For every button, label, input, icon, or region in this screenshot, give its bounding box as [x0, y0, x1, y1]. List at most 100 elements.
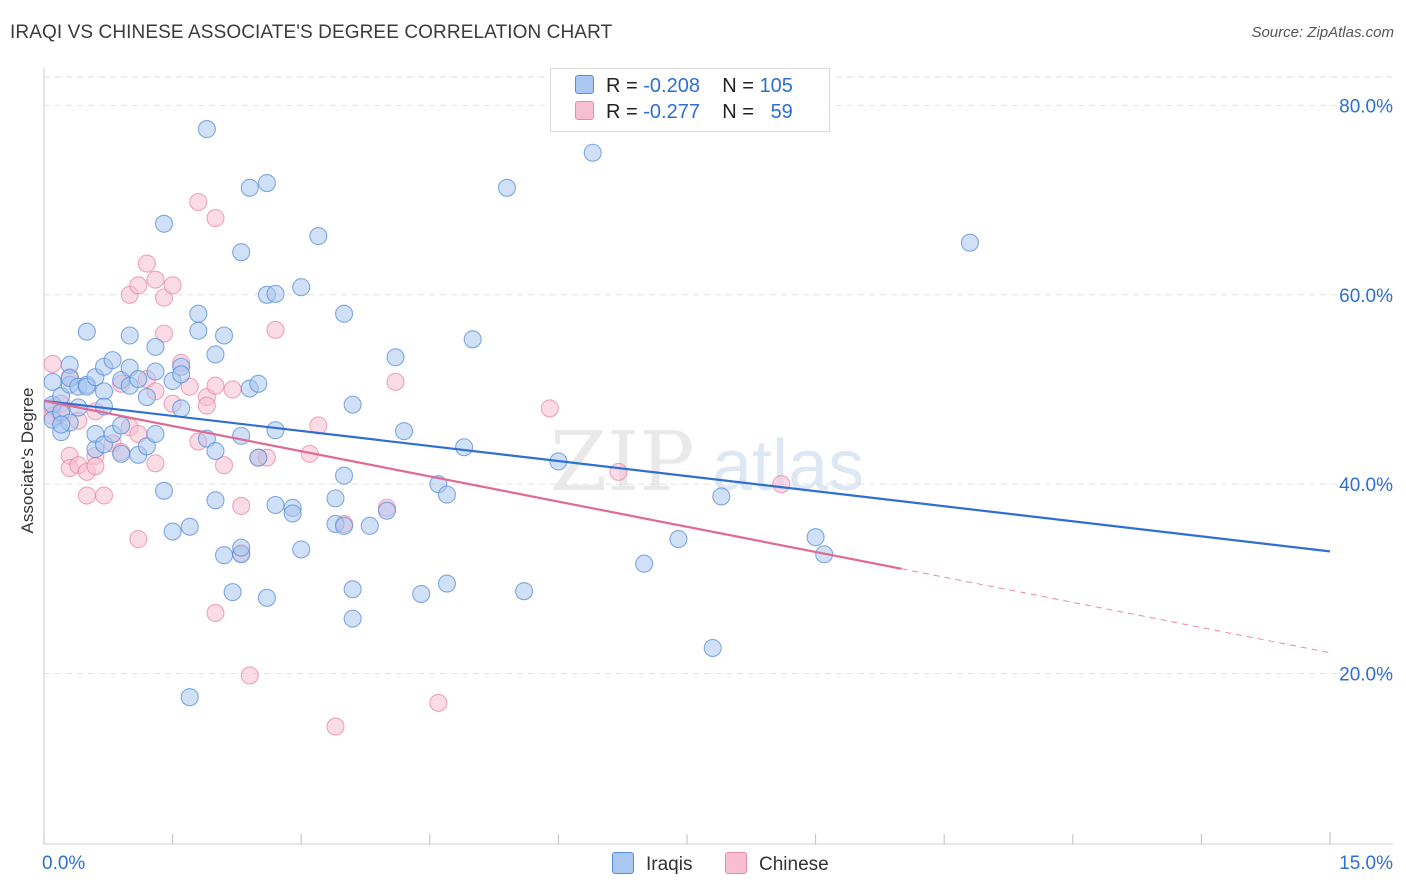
point-iraqis	[52, 415, 71, 434]
point-iraqis	[437, 485, 456, 504]
point-chinese	[772, 475, 791, 494]
point-iraqis	[163, 522, 182, 541]
point-iraqis	[360, 516, 379, 535]
point-iraqis	[669, 530, 688, 549]
point-iraqis	[146, 337, 165, 356]
point-iraqis	[232, 538, 251, 557]
point-iraqis	[583, 143, 602, 162]
point-iraqis	[137, 388, 156, 407]
legend-n-value: 59	[770, 101, 793, 123]
correlation-legend: R = -0.208 N = 105 R = -0.277 N = 59	[550, 68, 830, 132]
legend-n-value: 105	[759, 75, 793, 97]
point-chinese	[86, 457, 105, 476]
point-chinese	[180, 377, 199, 396]
trend-line-chinese-extension	[901, 568, 1331, 654]
legend-r-value: -0.208	[643, 75, 700, 97]
point-iraqis	[146, 424, 165, 444]
point-chinese	[240, 666, 259, 685]
point-iraqis	[437, 574, 456, 593]
point-iraqis	[137, 437, 156, 456]
point-iraqis	[172, 365, 191, 384]
point-iraqis	[386, 348, 405, 367]
point-iraqis	[497, 178, 517, 197]
bottom-legend-label: Chinese	[759, 854, 829, 875]
tick-labels: 20.0% 40.0% 60.0% 80.0% 0.0% 15.0%	[42, 96, 1393, 874]
legend-r-label: R =	[606, 75, 638, 97]
point-iraqis	[326, 489, 345, 508]
bottom-legend-iraqis: Iraqis	[612, 852, 692, 876]
point-iraqis	[257, 588, 276, 607]
point-chinese	[189, 192, 208, 212]
point-iraqis	[283, 504, 302, 523]
x-tick-label-min: 0.0%	[42, 853, 85, 874]
bottom-legend-chinese: Chinese	[725, 852, 829, 876]
point-iraqis	[197, 120, 216, 139]
point-chinese	[154, 324, 174, 343]
point-chinese	[137, 254, 156, 273]
point-iraqis	[635, 554, 654, 573]
point-iraqis	[112, 444, 131, 463]
point-iraqis	[180, 517, 199, 536]
point-chinese	[609, 462, 628, 481]
legend-n-label: N =	[722, 75, 754, 97]
bottom-legend-label: Iraqis	[646, 854, 693, 875]
point-iraqis	[806, 528, 825, 547]
point-iraqis	[335, 466, 354, 485]
point-chinese	[232, 496, 251, 516]
point-iraqis	[249, 448, 268, 467]
legend-r-value: -0.277	[643, 101, 700, 123]
point-iraqis	[712, 487, 731, 506]
point-iraqis	[240, 178, 259, 197]
point-iraqis	[94, 382, 114, 401]
point-iraqis	[257, 174, 276, 193]
bottom-legend-swatch-chinese	[725, 852, 747, 874]
point-chinese	[77, 486, 96, 505]
legend-row-chinese: R = -0.277 N = 59	[575, 101, 793, 125]
y-tick-label: 80.0%	[1339, 96, 1393, 117]
point-iraqis	[223, 583, 242, 602]
point-chinese	[163, 276, 182, 295]
point-iraqis	[206, 441, 225, 461]
point-iraqis	[343, 609, 362, 628]
watermark-atlas: atlas	[712, 426, 864, 506]
point-iraqis	[309, 227, 328, 246]
point-iraqis	[463, 330, 482, 349]
point-chinese	[223, 380, 242, 399]
point-iraqis	[343, 395, 362, 414]
point-chinese	[146, 454, 165, 473]
point-iraqis	[515, 582, 534, 601]
legend-n-label: N =	[722, 101, 754, 123]
axes	[43, 68, 1393, 845]
point-iraqis	[266, 495, 285, 515]
bottom-legend-swatch-iraqis	[612, 852, 634, 874]
point-iraqis	[292, 278, 311, 297]
point-iraqis	[214, 546, 234, 565]
y-tick-label: 60.0%	[1339, 286, 1393, 307]
legend-swatch-iraqis	[575, 75, 594, 94]
point-iraqis	[189, 321, 208, 340]
point-chinese	[197, 396, 216, 415]
point-chinese	[386, 372, 405, 391]
legend-swatch-chinese	[575, 101, 594, 120]
point-chinese	[206, 376, 225, 395]
point-iraqis	[154, 214, 174, 233]
series-iraqis-points	[43, 120, 979, 707]
point-iraqis	[377, 501, 396, 520]
point-iraqis	[412, 584, 431, 604]
point-iraqis	[43, 372, 62, 391]
point-iraqis	[335, 516, 354, 535]
point-iraqis	[77, 322, 96, 341]
point-iraqis	[232, 243, 251, 262]
point-iraqis	[232, 426, 251, 445]
point-iraqis	[703, 638, 722, 658]
legend-row-iraqis: R = -0.208 N = 105	[575, 75, 793, 99]
chart-title: IRAQI VS CHINESE ASSOCIATE'S DEGREE CORR…	[10, 22, 613, 43]
point-iraqis	[129, 370, 148, 389]
y-axis-label: Associate's Degree	[18, 388, 37, 534]
point-iraqis	[335, 304, 354, 323]
point-chinese	[129, 530, 148, 549]
x-tick-label-max: 15.0%	[1339, 853, 1393, 874]
point-iraqis	[172, 399, 191, 418]
point-chinese	[540, 399, 559, 418]
